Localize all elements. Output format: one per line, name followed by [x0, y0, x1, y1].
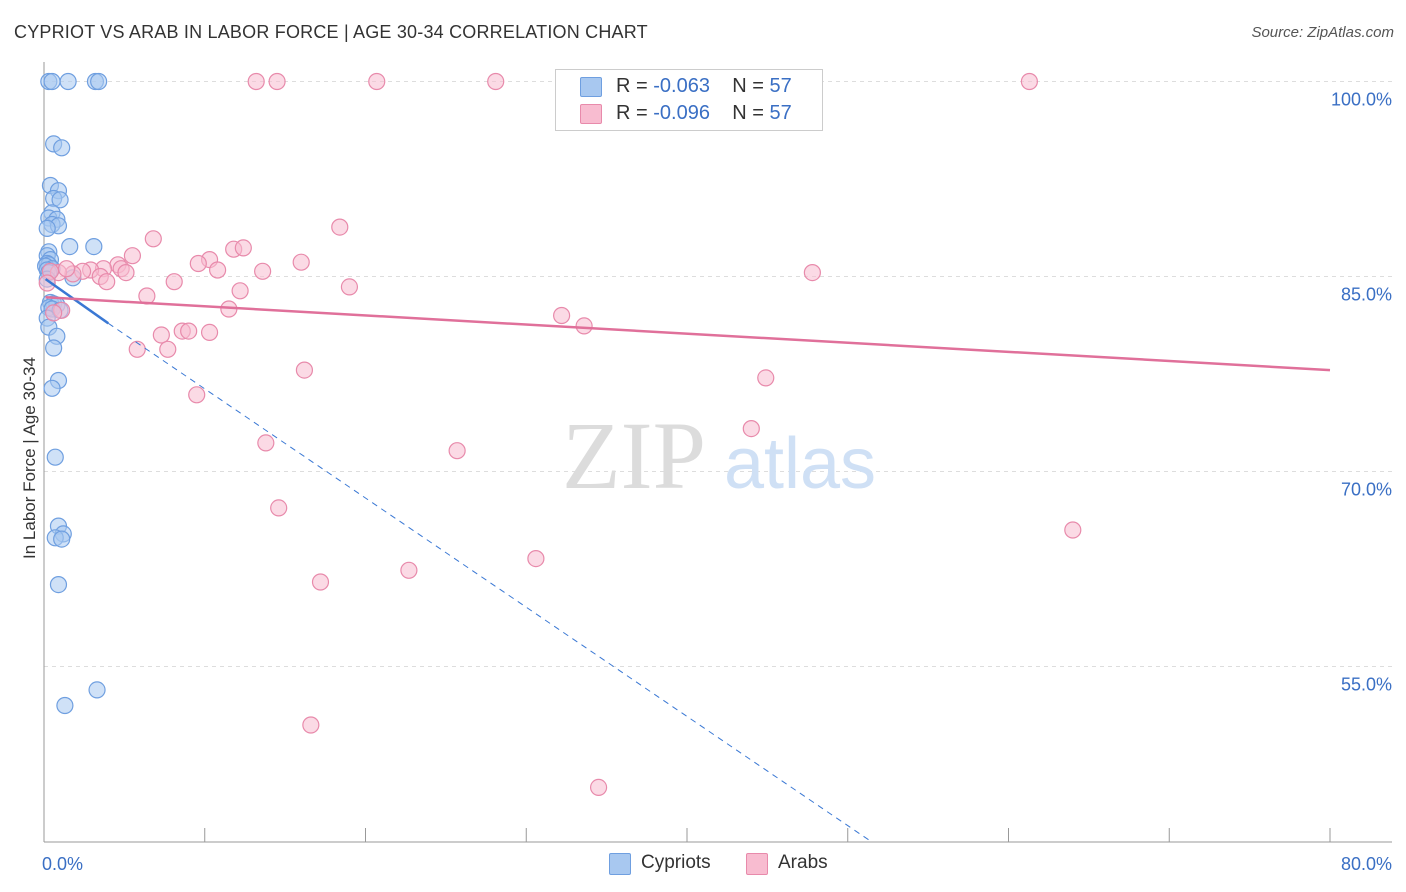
point-arabs [487, 72, 505, 91]
point-arabs [144, 230, 162, 248]
y-tick-label: 85.0% [1341, 285, 1392, 305]
watermark: ZIP atlas [562, 402, 876, 509]
point-cypriots [61, 238, 79, 256]
watermark-zip: ZIP [562, 402, 706, 509]
trend-extension-cypriots [108, 322, 873, 843]
point-arabs [247, 72, 265, 91]
point-arabs [311, 573, 330, 591]
y-tick-label: 55.0% [1341, 675, 1392, 695]
point-cypriots [59, 72, 77, 91]
point-arabs [152, 326, 170, 344]
trend-line-cypriots [44, 278, 110, 325]
point-arabs [1064, 521, 1082, 539]
point-cypriots [46, 448, 64, 466]
point-arabs [368, 72, 386, 91]
legend-swatch-arabs [580, 104, 602, 124]
x-tick-label: 0.0% [42, 854, 83, 874]
point-arabs [292, 253, 310, 271]
point-arabs [189, 254, 207, 273]
y-tick-label: 70.0% [1341, 480, 1392, 500]
point-arabs [209, 261, 227, 279]
point-cypriots [38, 219, 56, 237]
point-cypriots [53, 139, 71, 157]
trend-line-arabs [45, 296, 1331, 372]
point-arabs [527, 549, 545, 568]
point-arabs [254, 262, 272, 280]
point-cypriots [56, 696, 74, 715]
legend-text: R = -0.096 N = 57 [616, 102, 792, 125]
point-arabs [200, 323, 219, 341]
stats-legend: R = -0.063 N = 57 R = -0.096 N = 57 [555, 69, 823, 131]
legend-swatch-cypriots [580, 77, 602, 97]
legend-r-value: -0.096 [653, 102, 710, 124]
x-tick-label: 80.0% [1341, 854, 1392, 874]
legend-text: R = -0.063 N = 57 [616, 75, 792, 98]
point-arabs [270, 499, 288, 517]
point-cypriots [51, 191, 69, 209]
point-arabs [38, 274, 56, 292]
point-cypriots [88, 681, 106, 699]
point-arabs [257, 434, 275, 452]
point-arabs [589, 778, 608, 797]
bottom-legend-swatch-cypriots [609, 853, 631, 875]
point-arabs [757, 369, 775, 387]
point-arabs [180, 322, 198, 340]
chart-source: Source: ZipAtlas.com [1251, 24, 1394, 41]
point-arabs [340, 278, 359, 296]
point-cypriots [90, 72, 108, 91]
point-arabs [553, 306, 571, 325]
point-arabs [57, 260, 76, 278]
bottom-legend-label: Arabs [778, 852, 828, 873]
point-arabs [234, 239, 252, 257]
grid-lines [44, 81, 1392, 667]
point-arabs [295, 361, 314, 379]
data-points [37, 72, 1082, 797]
point-cypriots [43, 72, 61, 91]
legend-n-label: N = [732, 102, 764, 124]
point-cypriots [85, 238, 103, 256]
legend-n-value: 57 [769, 75, 792, 97]
legend-r-label: R = [616, 75, 648, 97]
point-cypriots [45, 339, 63, 357]
point-arabs [123, 247, 142, 265]
point-arabs [742, 420, 760, 438]
legend-n-value: 57 [769, 102, 792, 124]
point-arabs [128, 340, 146, 358]
legend-r-value: -0.063 [653, 75, 710, 97]
point-arabs [188, 386, 206, 404]
bottom-legend-label: Cypriots [641, 852, 711, 873]
point-arabs [98, 273, 116, 291]
point-arabs [803, 264, 821, 282]
point-cypriots [43, 379, 61, 397]
point-arabs [400, 561, 418, 579]
point-arabs [448, 442, 466, 460]
watermark-atlas: atlas [724, 424, 876, 504]
tick-labels: 100.0% 85.0% 70.0% 55.0% 0.0% 80.0% [42, 90, 1392, 875]
point-arabs [117, 264, 135, 282]
point-arabs [165, 273, 183, 291]
point-arabs [1020, 72, 1038, 91]
point-arabs [45, 304, 63, 322]
chart-title: CYPRIOT VS ARAB IN LABOR FORCE | AGE 30-… [14, 22, 648, 42]
point-cypriots [49, 575, 68, 594]
y-tick-label: 100.0% [1331, 90, 1392, 110]
bottom-legend-swatch-arabs [746, 853, 768, 875]
point-cypriots [53, 530, 71, 548]
point-arabs [302, 716, 320, 734]
legend-n-label: N = [732, 75, 764, 97]
point-arabs [575, 317, 593, 335]
trend-lines [44, 278, 1331, 843]
axes [43, 62, 1392, 843]
point-arabs [331, 218, 349, 236]
point-arabs [268, 72, 286, 91]
legend-r-label: R = [616, 102, 648, 124]
point-arabs [231, 282, 249, 300]
point-arabs [159, 340, 177, 358]
